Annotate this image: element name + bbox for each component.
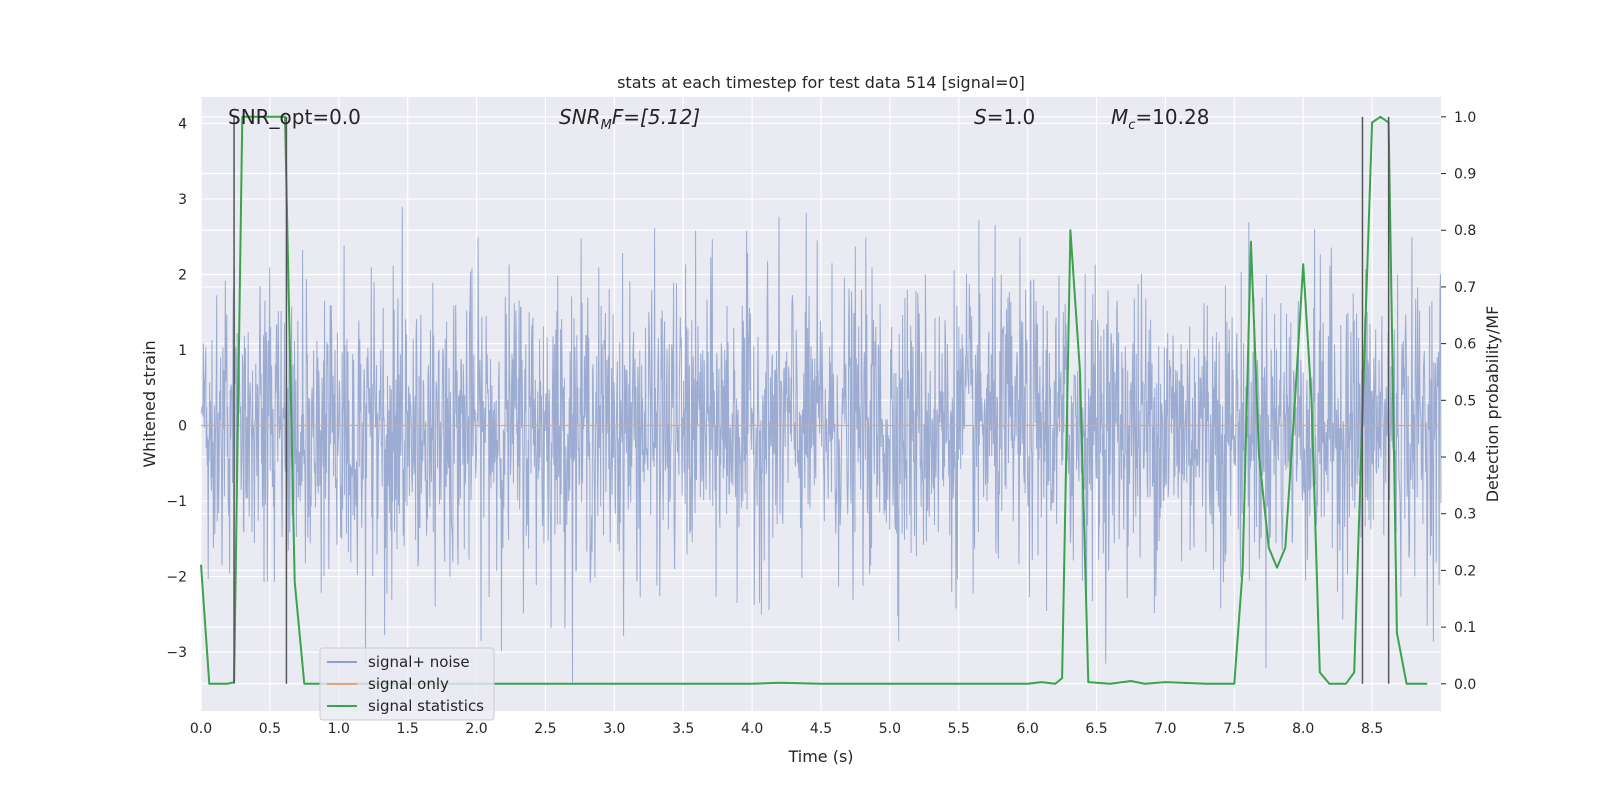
legend-label-signal-noise: signal+ noise (368, 653, 470, 671)
x-tick-label: 2.5 (534, 721, 556, 737)
y-tick-label: 1 (178, 343, 187, 359)
x-tick-label: 6.0 (1017, 721, 1039, 737)
y2-tick-labels: 0.0 0.1 0.2 0.3 0.4 0.5 0.6 0.7 0.8 0.9 1.0 (1441, 110, 1476, 693)
x-tick-label: 0.5 (259, 721, 281, 737)
x-tick-label: 6.5 (1085, 721, 1107, 737)
y2-tick-label: 0.6 (1454, 337, 1476, 353)
annotation-mc-sub: c (1128, 118, 1135, 133)
annotation-snr-opt: SNR_opt=0.0 (228, 105, 361, 129)
y-tick-label: −1 (166, 494, 187, 510)
x-tick-label: 0.0 (190, 721, 212, 737)
series-signal-statistics (200, 115, 1428, 685)
x-tick-label: 8.0 (1292, 721, 1314, 737)
x-tick-label: 5.5 (948, 721, 970, 737)
y2-tick-label: 0.3 (1454, 507, 1476, 523)
x-tick-label: 8.5 (1361, 721, 1383, 737)
y-tick-label: −3 (166, 645, 187, 661)
y2-tick-label: 0.2 (1454, 563, 1476, 579)
x-tick-label: 3.0 (603, 721, 625, 737)
noise-line (200, 206, 1442, 683)
y2-tick-label: 0.9 (1454, 167, 1476, 183)
y-axis-label: Whitened strain (140, 340, 159, 467)
y-tick-label: 2 (178, 267, 187, 283)
annotation-snr-mf-sub: M (601, 118, 612, 133)
annotation-mc-rest: =10.28 (1135, 105, 1209, 129)
signal-statistics-line (200, 115, 1428, 685)
y2-tick-label: 0.4 (1454, 450, 1476, 466)
y2-tick-label: 1.0 (1454, 110, 1476, 126)
chart-title: stats at each timestep for test data 514… (617, 73, 1025, 92)
annotation-mc-main: M (1111, 105, 1128, 129)
annotation-snr-mf-main: SNR (559, 105, 601, 129)
series-signal-noise (200, 206, 1442, 683)
x-tick-label: 7.0 (1154, 721, 1176, 737)
y-tick-label: −2 (166, 570, 187, 586)
y2-tick-label: 0.1 (1454, 620, 1476, 636)
legend: signal+ noise signal only signal statist… (319, 647, 495, 721)
x-tick-label: 4.0 (741, 721, 763, 737)
y-tick-label: 3 (178, 192, 187, 208)
x-tick-label: 5.0 (879, 721, 901, 737)
y-tick-label: 4 (178, 116, 187, 132)
x-tick-label: 4.5 (810, 721, 832, 737)
x-tick-label: 3.5 (672, 721, 694, 737)
y-tick-label: 0 (178, 419, 187, 435)
annotation-snr-mf: SNRMF=[5.12] (559, 105, 700, 133)
annotation-snr-mf-rest: F=[5.12] (612, 105, 700, 129)
y-tick-labels: −3 −2 −1 0 1 2 3 4 (166, 116, 187, 661)
vertical-markers (233, 116, 1390, 684)
annotation-s: S=1.0 (974, 105, 1035, 129)
annotation-s-rest: =1.0 (987, 105, 1036, 129)
x-tick-label: 1.0 (328, 721, 350, 737)
y2-tick-label: 0.0 (1454, 677, 1476, 693)
y2-tick-label: 0.5 (1454, 393, 1476, 409)
legend-label-signal-statistics: signal statistics (368, 697, 484, 715)
x-axis-label: Time (s) (787, 747, 853, 766)
x-tick-label: 7.5 (1223, 721, 1245, 737)
annotation-mc: Mc=10.28 (1111, 105, 1209, 133)
x-tick-labels: 0.0 0.5 1.0 1.5 2.0 2.5 3.0 3.5 4.0 4.5 5.0 5.5 6.0 6… (190, 721, 1383, 737)
legend-box (319, 647, 495, 721)
y2-tick-label: 0.8 (1454, 223, 1476, 239)
legend-label-signal-only: signal only (368, 675, 449, 693)
x-tick-label: 2.0 (465, 721, 487, 737)
y2-tick-label: 0.7 (1454, 280, 1476, 296)
annotation-s-main: S (974, 105, 987, 129)
y2-axis-label: Detection probability/MF (1483, 306, 1502, 503)
x-tick-label: 1.5 (397, 721, 419, 737)
